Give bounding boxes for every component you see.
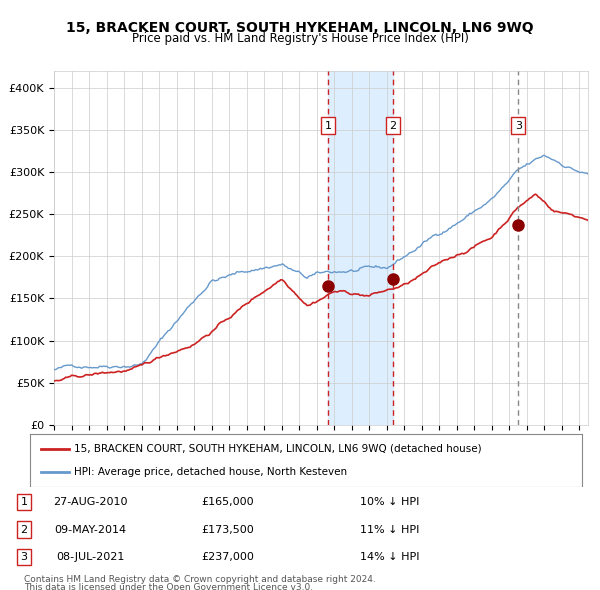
Text: Price paid vs. HM Land Registry's House Price Index (HPI): Price paid vs. HM Land Registry's House … bbox=[131, 32, 469, 45]
Text: 11% ↓ HPI: 11% ↓ HPI bbox=[360, 525, 419, 535]
Text: 3: 3 bbox=[515, 120, 522, 130]
Text: 27-AUG-2010: 27-AUG-2010 bbox=[53, 497, 127, 507]
Text: £237,000: £237,000 bbox=[202, 552, 254, 562]
Bar bbox=[328, 71, 393, 425]
Text: 1: 1 bbox=[20, 497, 28, 507]
Text: HPI: Average price, detached house, North Kesteven: HPI: Average price, detached house, Nort… bbox=[74, 467, 347, 477]
Text: 2: 2 bbox=[389, 120, 397, 130]
Text: 10% ↓ HPI: 10% ↓ HPI bbox=[360, 497, 419, 507]
Text: 14% ↓ HPI: 14% ↓ HPI bbox=[360, 552, 419, 562]
Text: 2: 2 bbox=[20, 525, 28, 535]
Text: 1: 1 bbox=[325, 120, 332, 130]
Text: Contains HM Land Registry data © Crown copyright and database right 2024.: Contains HM Land Registry data © Crown c… bbox=[24, 575, 376, 584]
Text: 09-MAY-2014: 09-MAY-2014 bbox=[54, 525, 126, 535]
Text: £173,500: £173,500 bbox=[202, 525, 254, 535]
Text: £165,000: £165,000 bbox=[202, 497, 254, 507]
Text: 15, BRACKEN COURT, SOUTH HYKEHAM, LINCOLN, LN6 9WQ: 15, BRACKEN COURT, SOUTH HYKEHAM, LINCOL… bbox=[66, 21, 534, 35]
Text: 15, BRACKEN COURT, SOUTH HYKEHAM, LINCOLN, LN6 9WQ (detached house): 15, BRACKEN COURT, SOUTH HYKEHAM, LINCOL… bbox=[74, 444, 482, 454]
Text: 3: 3 bbox=[20, 552, 28, 562]
Text: This data is licensed under the Open Government Licence v3.0.: This data is licensed under the Open Gov… bbox=[24, 583, 313, 590]
Text: 08-JUL-2021: 08-JUL-2021 bbox=[56, 552, 124, 562]
